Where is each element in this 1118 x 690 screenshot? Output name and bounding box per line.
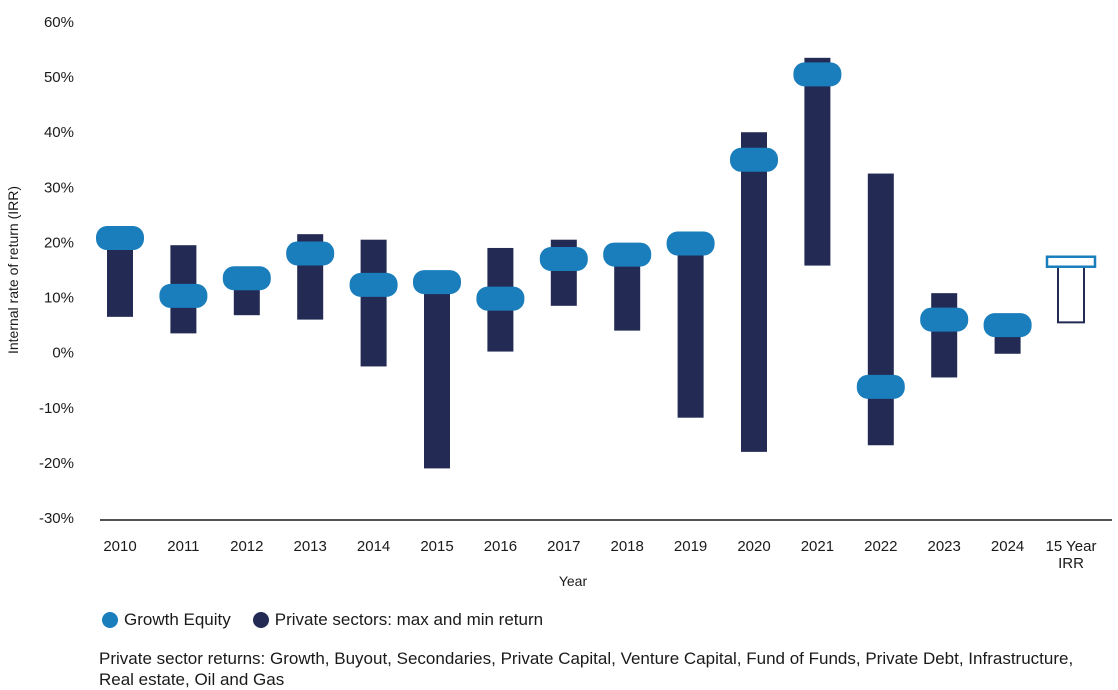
growth-equity-marker [476, 286, 525, 311]
y-tick-label: 60% [44, 14, 74, 31]
range-bar [867, 173, 894, 446]
range-bars [107, 57, 1085, 469]
growth-equity-markers [96, 62, 1097, 399]
y-tick-label: 0% [52, 345, 74, 362]
growth-equity-marker [286, 241, 335, 266]
growth-equity-marker [793, 62, 842, 87]
y-tick-label: -20% [39, 455, 74, 472]
growth-equity-marker [666, 231, 715, 256]
x-tick-label: 2019 [674, 538, 707, 555]
x-tick-label: 2015 [420, 538, 453, 555]
range-bar [677, 245, 704, 418]
growth-equity-marker [920, 307, 969, 332]
private-sectors-swatch [252, 612, 269, 628]
x-tick-label: 2016 [484, 538, 517, 555]
growth-equity-swatch [102, 612, 118, 628]
x-axis-ticks: 2010 2011 2012 2013 2014 2015 2016 2017 2018 2019… [103, 538, 1096, 572]
range-bar [614, 258, 641, 331]
irr-chart: 60%50%40%30%20%10%0%-10%-20%-30% 2010 201… [5, 14, 1112, 589]
growth-equity-marker [730, 147, 778, 172]
growth-equity-marker [1045, 255, 1097, 268]
x-tick-label: 2010 [103, 538, 136, 555]
growth-equity-marker [413, 270, 461, 295]
x-tick-label: 2014 [357, 538, 390, 555]
legend-item-private-sectors: Private sectors: max and min return [252, 610, 544, 630]
range-bar [1057, 263, 1085, 324]
range-bar [741, 132, 767, 452]
growth-equity-marker [96, 226, 144, 251]
range-bar [931, 293, 958, 378]
x-tick-label: 2020 [737, 538, 770, 555]
growth-equity-marker [222, 266, 271, 291]
growth-equity-marker [159, 283, 208, 308]
legend-label-growth-equity: Growth Equity [124, 610, 231, 629]
growth-equity-marker [349, 272, 398, 297]
y-tick-label: -30% [39, 510, 74, 527]
y-tick-label: 40% [44, 124, 74, 141]
x-tick-label: 2013 [294, 538, 327, 555]
legend-item-growth-equity: Growth Equity [102, 610, 231, 630]
range-bar [424, 286, 450, 469]
footnote: Private sector returns: Growth, Buyout, … [99, 649, 1074, 689]
x-tick-label: 15 Year IRR [1046, 538, 1097, 572]
x-tick-label: 2024 [991, 538, 1024, 555]
x-tick-label: 2017 [547, 538, 580, 555]
range-bar [804, 57, 831, 266]
x-tick-label: 2023 [928, 538, 961, 555]
growth-equity-marker [539, 246, 588, 271]
x-tick-label: 2012 [230, 538, 263, 555]
growth-equity-marker [983, 313, 1032, 338]
range-bar [360, 239, 387, 367]
x-tick-label: 2018 [611, 538, 644, 555]
x-tick-label: 2022 [864, 538, 897, 555]
growth-equity-marker [856, 374, 905, 399]
range-bar [107, 242, 133, 317]
y-tick-label: -10% [39, 400, 74, 417]
y-tick-label: 20% [44, 234, 74, 251]
x-tick-label: 2011 [167, 538, 199, 555]
y-tick-label: 10% [44, 290, 74, 307]
x-axis-title: Year [559, 573, 588, 589]
y-axis-ticks: 60% 50% 40% 30% 20% 10% 0% -10% -20% -30% [39, 14, 74, 527]
y-tick-label: 50% [44, 69, 74, 86]
growth-equity-marker [603, 242, 652, 267]
y-axis-title: Internal rate of return (IRR) [5, 186, 21, 354]
y-tick-label: 30% [44, 179, 74, 196]
legend-label-private-sectors: Private sectors: max and min return [274, 610, 544, 629]
legend: Growth Equity Private sectors: max and m… [102, 610, 565, 630]
x-tick-label: 2021 [801, 538, 834, 555]
